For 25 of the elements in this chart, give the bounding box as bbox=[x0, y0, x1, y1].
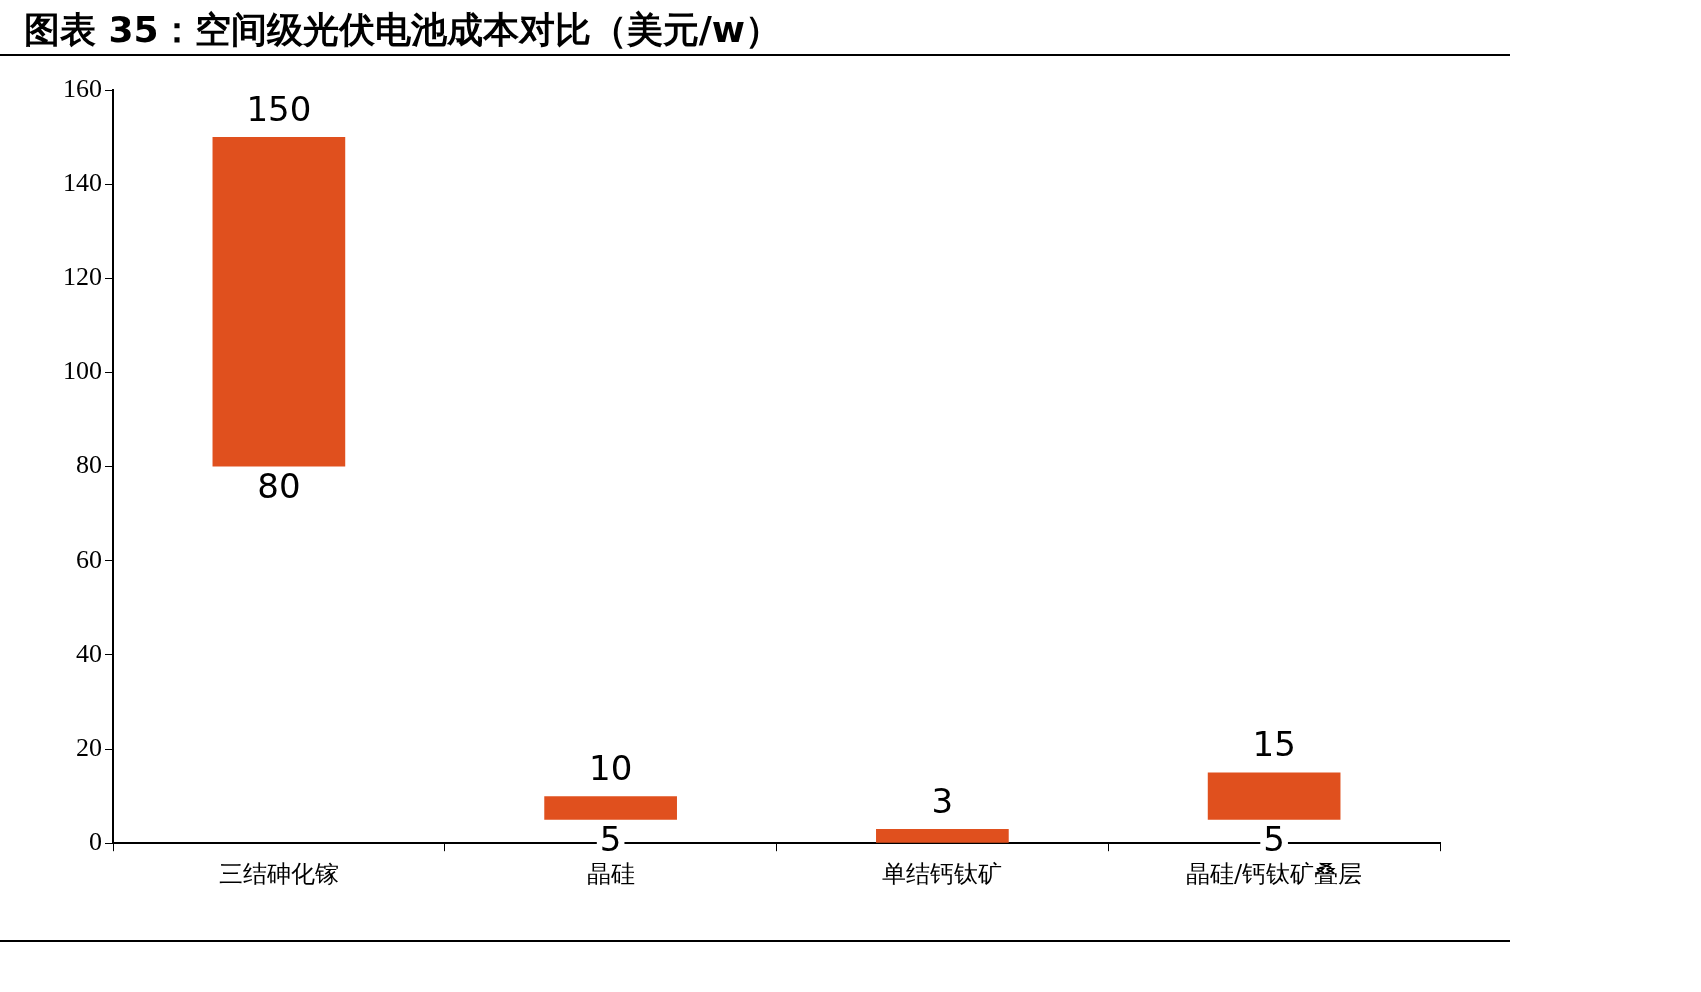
chart-title: 图表 35：空间级光伏电池成本对比（美元/w） bbox=[24, 8, 782, 52]
bar bbox=[876, 829, 1009, 843]
x-tick-label: 三结砷化镓 bbox=[218, 859, 339, 888]
y-tick-label: 60 bbox=[76, 544, 102, 574]
x-tick-label: 晶硅/钙钛矿叠层 bbox=[1186, 859, 1363, 888]
annotation: 80 bbox=[257, 466, 301, 507]
annotation: 150 bbox=[246, 88, 312, 129]
bar bbox=[1207, 772, 1341, 820]
y-tick-label: 0 bbox=[89, 827, 102, 857]
x-tick-label: 晶硅 bbox=[586, 859, 635, 888]
annotation: 5 bbox=[599, 819, 622, 860]
annotation: 10 bbox=[588, 747, 633, 788]
y-tick-label: 80 bbox=[76, 450, 102, 480]
y-tick-label: 20 bbox=[76, 732, 102, 762]
x-tick-label: 单结钙钛矿 bbox=[882, 859, 1003, 888]
annotation: 3 bbox=[931, 780, 954, 821]
y-tick-label: 120 bbox=[63, 262, 102, 292]
y-tick-label: 140 bbox=[63, 167, 102, 197]
y-tick-label: 100 bbox=[63, 356, 102, 386]
annotation: 5 bbox=[1263, 819, 1285, 860]
bar bbox=[544, 796, 677, 820]
y-tick-label: 40 bbox=[76, 638, 102, 668]
y-tick-label: 160 bbox=[63, 73, 102, 103]
bar bbox=[212, 137, 346, 467]
annotation: 15 bbox=[1252, 724, 1296, 765]
